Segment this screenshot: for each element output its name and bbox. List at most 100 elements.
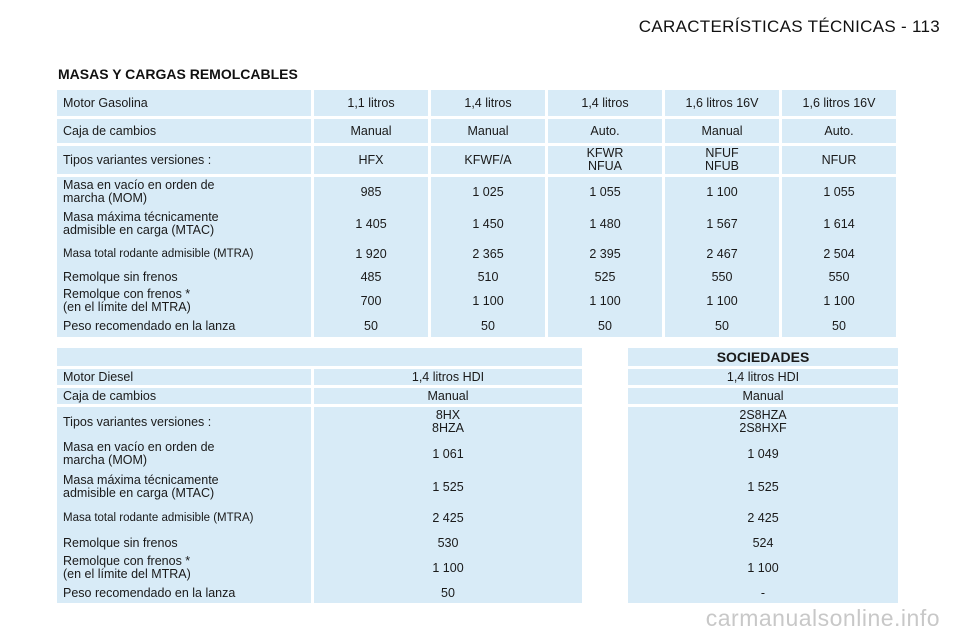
table-cell: KFWR NFUA [548,146,662,174]
table-cell: 985 [314,177,428,207]
table-cell: 1 100 [431,287,545,315]
row-label: Masa en vacío en orden de marcha (MOM) [57,437,311,471]
table-cell: NFUR [782,146,896,174]
table-cell: 1 525 [628,471,898,503]
table-cell: 1,4 litros [431,90,545,116]
table-cell: 1,6 litros 16V [665,90,779,116]
table-cell: 1 049 [628,437,898,471]
table-cell: 1 100 [628,553,898,583]
table-cell: 2 395 [548,241,662,267]
table-row: Masa total rodante admisible (MTRA) 1 92… [57,241,896,267]
table-cell: 50 [665,315,779,337]
table-cell: Manual [314,119,428,143]
table-cell: 1 100 [665,177,779,207]
table-cell: HFX [314,146,428,174]
section-title: MASAS Y CARGAS REMOLCABLES [58,66,298,82]
table-cell: Manual [628,388,898,404]
table-row: Tipos variantes versiones : 8HX 8HZA 2S8H… [57,407,898,437]
table-cell: 1 055 [548,177,662,207]
table-cell: 1 480 [548,207,662,241]
table-cell: Auto. [548,119,662,143]
table-cell: 1 025 [431,177,545,207]
table-cell: 1,4 litros [548,90,662,116]
table-cell: 2 467 [665,241,779,267]
table-row: Masa en vacío en orden de marcha (MOM) 98… [57,177,896,207]
table-row: Peso recomendado en la lanza 50 50 50 50… [57,315,896,337]
table-cell: NFUF NFUB [665,146,779,174]
table-row: Remolque con frenos * (en el límite del M… [57,553,898,583]
row-label: Masa total rodante admisible (MTRA) [57,241,311,267]
sociedades-heading: SOCIEDADES [628,348,898,366]
table-row: Remolque sin frenos 485 510 525 550 550 [57,267,896,287]
table-cell: 700 [314,287,428,315]
row-label: Remolque sin frenos [57,267,311,287]
table-cell: 50 [314,315,428,337]
table-cell: 1 061 [314,437,582,471]
table-cell: 510 [431,267,545,287]
table-cell: 1,4 litros HDI [628,369,898,385]
table-cell: 50 [782,315,896,337]
table-cell: Manual [431,119,545,143]
table-cell: 1 525 [314,471,582,503]
table-cell: 1,6 litros 16V [782,90,896,116]
row-label: Masa máxima técnicamente admisible en car… [57,207,311,241]
row-label: Tipos variantes versiones : [57,146,311,174]
table-row: Caja de cambios Manual Manual Auto. Manu… [57,119,896,143]
row-label: Masa total rodante admisible (MTRA) [57,503,311,533]
table-cell: - [628,583,898,603]
table-cell: 1 920 [314,241,428,267]
table-cell: 8HX 8HZA [314,407,582,437]
table-cell: 2 365 [431,241,545,267]
watermark: carmanualsonline.info [705,605,940,631]
table-cell: 1 567 [665,207,779,241]
table-cell: 2 425 [628,503,898,533]
table-cell: 550 [665,267,779,287]
row-label: Caja de cambios [57,119,311,143]
table-cell: 485 [314,267,428,287]
table-cell: 1 100 [548,287,662,315]
row-label: Tipos variantes versiones : [57,407,311,437]
row-label: Caja de cambios [57,388,311,404]
table-cell: 1 100 [665,287,779,315]
table-row: Tipos variantes versiones : HFX KFWF/A K… [57,146,896,174]
row-label: Motor Gasolina [57,90,311,116]
table-cell: 1 100 [782,287,896,315]
table-cell: 50 [314,583,582,603]
row-label: Peso recomendado en la lanza [57,583,311,603]
table-row: Peso recomendado en la lanza 50 - [57,583,898,603]
table-cell: 2S8HZA 2S8HXF [628,407,898,437]
row-label: Remolque sin frenos [57,533,311,553]
table-row: Caja de cambios Manual Manual [57,388,898,404]
row-label: Masa máxima técnicamente admisible en car… [57,471,311,503]
table-cell: 1 100 [314,553,582,583]
table-row: Motor Gasolina 1,1 litros 1,4 litros 1,4… [57,90,896,116]
row-label: Masa en vacío en orden de marcha (MOM) [57,177,311,207]
table-cell: 1,1 litros [314,90,428,116]
table-cell: 1 055 [782,177,896,207]
table-cell: 550 [782,267,896,287]
table-cell: KFWF/A [431,146,545,174]
table-cell: 50 [548,315,662,337]
table-row: Remolque sin frenos 530 524 [57,533,898,553]
page-title: CARACTERÍSTICAS TÉCNICAS - 113 [638,17,940,36]
table-row: Masa máxima técnicamente admisible en car… [57,471,898,503]
table-row: SOCIEDADES [57,348,898,366]
table-cell: 1,4 litros HDI [314,369,582,385]
table-cell: 50 [431,315,545,337]
petrol-table: Motor Gasolina 1,1 litros 1,4 litros 1,4… [54,90,899,337]
table-row: Remolque con frenos * (en el límite del M… [57,287,896,315]
table-row: Motor Diesel 1,4 litros HDI 1,4 litros H… [57,369,898,385]
table-row: Masa en vacío en orden de marcha (MOM) 1 … [57,437,898,471]
row-label: Peso recomendado en la lanza [57,315,311,337]
diesel-table: SOCIEDADES Motor Diesel 1,4 litros HDI 1… [54,348,901,603]
table-cell: Auto. [782,119,896,143]
table-cell: 1 405 [314,207,428,241]
diesel-header-blank [57,348,582,366]
table-cell: Manual [665,119,779,143]
table-cell: 530 [314,533,582,553]
table-cell: 524 [628,533,898,553]
table-cell: 525 [548,267,662,287]
row-label: Motor Diesel [57,369,311,385]
table-cell: 1 614 [782,207,896,241]
table-cell: 1 450 [431,207,545,241]
